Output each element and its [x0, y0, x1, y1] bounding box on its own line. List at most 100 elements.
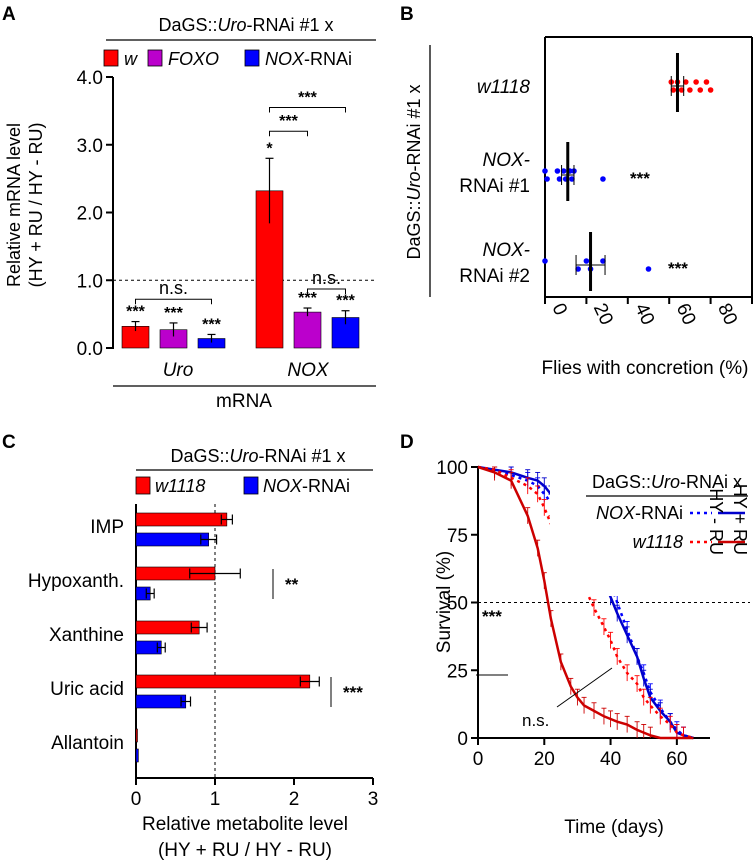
panel-c-xtick-label: 2 — [289, 789, 300, 810]
panel-b-xtick-label: 80 — [713, 300, 741, 328]
survival-curve-3 — [477, 465, 694, 740]
data-point — [693, 79, 699, 85]
bar-w-nox — [255, 190, 284, 349]
panel-d-ytick-label: 25 — [447, 661, 468, 682]
panel-label-a: A — [2, 4, 16, 25]
data-point — [569, 176, 575, 182]
data-point — [645, 266, 652, 272]
legend-label-w1118: w1118 — [155, 476, 205, 496]
data-point — [600, 258, 606, 264]
bar-w1118-4 — [135, 728, 138, 743]
panel-a-ytick-label: 3.0 — [77, 136, 103, 157]
data-point — [600, 176, 606, 182]
panel-c-category-label: Hypoxanth. — [28, 571, 124, 592]
panel-c-xtick-label: 1 — [210, 789, 221, 810]
panel-b-group-label: NOX- — [483, 150, 531, 171]
panel-d-ytick-label: 75 — [447, 526, 468, 547]
bar-significance-label: *** — [164, 305, 183, 322]
panel-d-xtick-label: 20 — [534, 749, 555, 770]
data-point — [556, 176, 563, 182]
panel-a-chart: DaGS::Uro-RNAi #1 x w FOXO NOX-RNAi Rela… — [4, 15, 376, 412]
panel-d-xlabel: Time (days) — [564, 817, 664, 838]
panel-c-xlabel-2: (HY + RU / HY - RU) — [158, 840, 332, 861]
panel-b-group-label: NOX- — [483, 240, 531, 261]
data-point — [687, 87, 693, 93]
panel-label-b: B — [400, 4, 414, 25]
panel-d-legend-bg — [550, 468, 750, 596]
panel-d-xtick-label: 60 — [666, 749, 687, 770]
panel-b-xtick-label: 20 — [589, 300, 617, 328]
comparison-bracket — [307, 288, 346, 295]
panel-d-ytick-label: 100 — [436, 458, 468, 479]
bar-nox-rnai-0 — [135, 532, 209, 547]
panel-label-c: C — [2, 432, 16, 453]
legend-label-nox-c: NOX-RNAi — [263, 476, 350, 496]
data-point — [670, 87, 677, 93]
bar-significance-label: * — [266, 140, 273, 157]
panel-b-group-label-2: RNAi #2 — [459, 266, 530, 287]
bar-foxo-nox — [293, 311, 322, 349]
panel-b-group-label: w1118 — [477, 77, 531, 98]
panel-c-xtick-label: 3 — [368, 789, 379, 810]
panel-a-xcat-nox: NOX — [287, 360, 330, 381]
survival-curve-0 — [477, 465, 694, 740]
bar-w1118-2 — [135, 620, 200, 635]
significance-label: *** — [343, 683, 363, 702]
comparison-label: n.s. — [312, 268, 341, 288]
comparison-bracket — [269, 130, 308, 137]
data-point — [554, 168, 561, 174]
panel-a-xlabel: mRNA — [216, 391, 272, 412]
significance-label: ** — [285, 575, 299, 594]
legend-swatch-nox — [244, 49, 260, 67]
svg-text:(HY + RU / HY - RU): (HY + RU / HY - RU) — [26, 123, 46, 288]
panel-c-category-label: Allantoin — [51, 733, 124, 754]
panel-b-xtick-label: 40 — [630, 300, 658, 328]
data-point — [542, 258, 548, 264]
panel-b-side-label: DaGS::Uro-RNAi #1 x — [404, 84, 424, 259]
legend-swatch-w — [103, 49, 119, 67]
panel-b-xtick-label: 0 — [547, 300, 571, 318]
panel-d-legend-w1118: w1118 — [633, 532, 683, 552]
legend-label-foxo: FOXO — [168, 49, 219, 69]
panel-d-ytick-label: 50 — [447, 594, 468, 615]
panel-c-xlabel-1: Relative metabolite level — [142, 814, 348, 835]
panel-d-ns-label: n.s. — [522, 711, 549, 730]
data-point — [678, 87, 685, 93]
legend-swatch-w1118 — [135, 476, 151, 495]
panel-a-xcat-uro: Uro — [163, 360, 194, 381]
bar-nox-rnai-4 — [135, 748, 139, 763]
bar-w1118-0 — [135, 512, 228, 527]
panel-c-header: DaGS::Uro-RNAi #1 x — [170, 446, 345, 466]
panel-c-category-label: Uric acid — [50, 679, 124, 700]
panel-d-sig-label: *** — [482, 607, 502, 626]
panel-label-d: D — [400, 432, 414, 453]
panel-b-chart: DaGS::Uro-RNAi #1 x 020406080100 w1118NO… — [404, 36, 756, 379]
data-point — [575, 266, 581, 272]
panel-d-legend-nox: NOX-RNAi — [596, 503, 683, 523]
svg-text:Relative mRNA level: Relative mRNA level — [4, 123, 24, 287]
group-significance: *** — [630, 169, 650, 188]
data-point — [697, 87, 704, 93]
data-point — [583, 258, 590, 264]
bar-significance-label: *** — [202, 316, 221, 333]
bar-significance-label: *** — [298, 290, 317, 307]
panel-a-ytick-label: 4.0 — [77, 68, 103, 89]
data-point — [707, 87, 714, 93]
panel-c-xtick-label: 0 — [131, 789, 142, 810]
legend-label-w: w — [124, 49, 138, 69]
comparison-label: n.s. — [159, 278, 188, 298]
comparison-label: *** — [279, 113, 298, 130]
panel-b-group-label-2: RNAi #1 — [459, 176, 530, 197]
panel-a-ytick-label: 1.0 — [77, 271, 103, 292]
legend-label-nox: NOX-RNAi — [265, 49, 352, 69]
panel-c-category-label: Xanthine — [49, 625, 124, 646]
legend-swatch-foxo — [147, 49, 163, 67]
group-significance: *** — [668, 259, 688, 278]
panel-d-ytick-label: 0 — [457, 729, 468, 750]
bar-w1118-3 — [135, 674, 311, 689]
panel-a-ytick-label: 2.0 — [77, 204, 103, 225]
